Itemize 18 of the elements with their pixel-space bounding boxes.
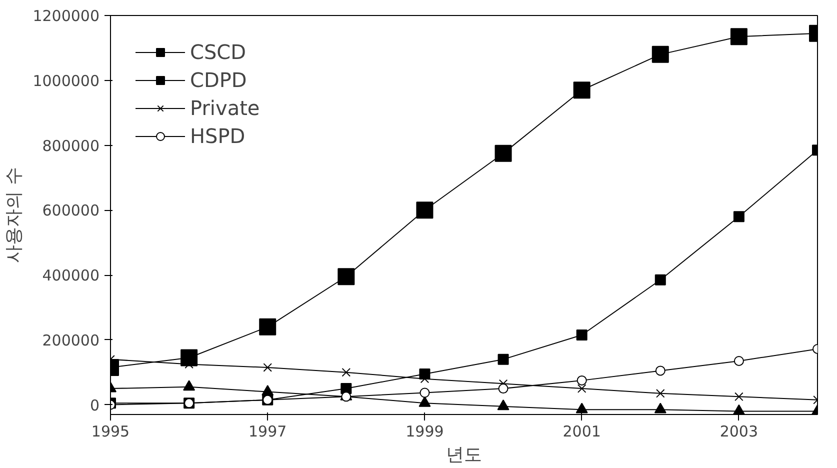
y-tick-label: 200000: [42, 331, 100, 350]
y-tick-label: 1200000: [32, 7, 100, 25]
x-tick-label: 2001: [562, 422, 601, 440]
legend-label: HSPD: [190, 124, 246, 148]
legend-label: CSCD: [190, 40, 246, 64]
y-axis-title: 사용자의 수: [4, 167, 25, 263]
x-tick-label: 1999: [406, 422, 444, 440]
x-tick-label: 1995: [91, 422, 130, 440]
legend-label: Private: [190, 96, 260, 120]
x-tick-label: 2003: [720, 422, 758, 440]
x-axis-title: 년도: [446, 444, 482, 466]
y-tick-label: 0: [90, 396, 100, 414]
y-tick-label: 800000: [42, 136, 100, 155]
y-tick-label: 400000: [42, 266, 100, 285]
y-tick-label: 1000000: [32, 72, 100, 90]
y-tick-label: 600000: [42, 202, 100, 220]
legend-label: CDPD: [190, 68, 247, 92]
x-tick-label: 1997: [248, 422, 287, 440]
